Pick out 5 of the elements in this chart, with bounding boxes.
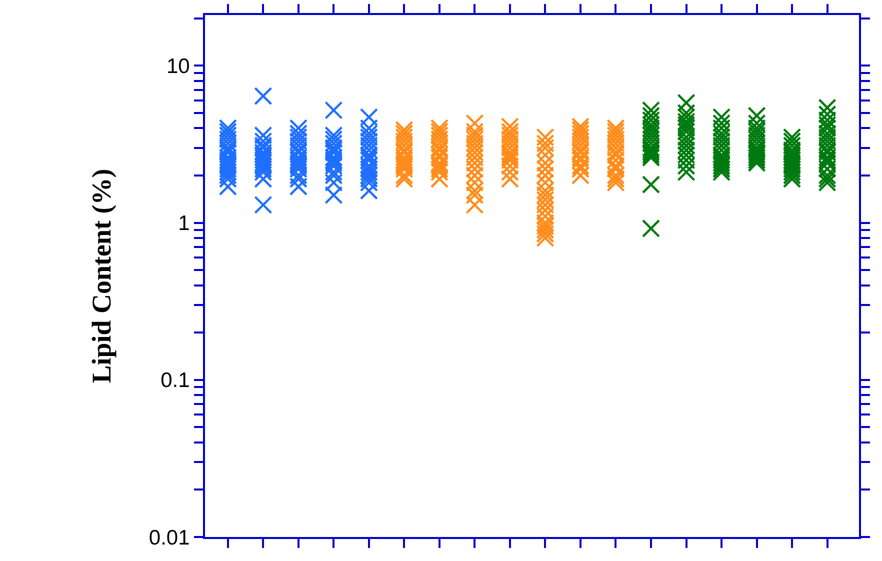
y-tick-label: 0.1 <box>160 369 190 392</box>
y-axis-title: Lipid Content (%) <box>86 168 116 384</box>
y-tick-label: 0.01 <box>148 526 190 550</box>
y-tick-label: 1 <box>178 212 190 236</box>
y-tick-label: 10 <box>166 54 190 78</box>
